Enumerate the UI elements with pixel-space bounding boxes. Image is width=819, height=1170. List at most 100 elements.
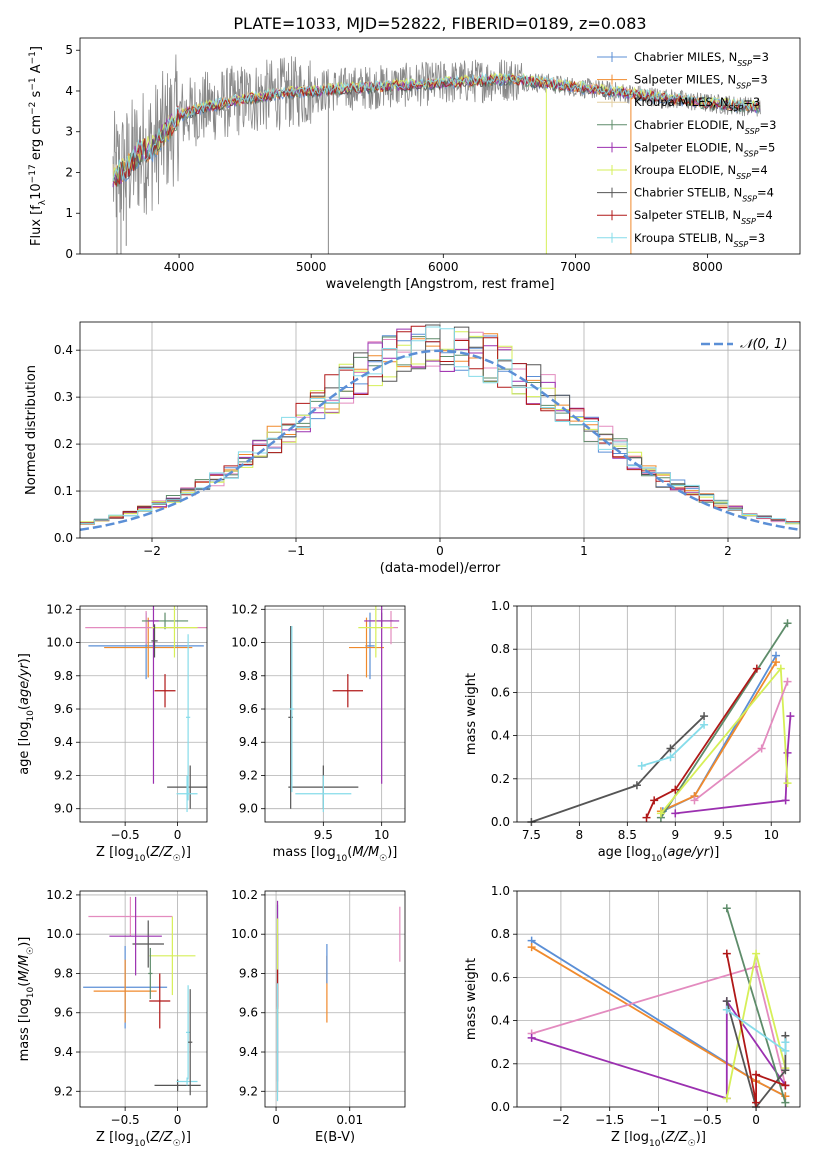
y-tick-label: 0.6 bbox=[491, 970, 510, 984]
x-axis-label: E(B-V) bbox=[315, 1130, 355, 1145]
series-marker bbox=[722, 1094, 731, 1103]
series-marker bbox=[781, 1038, 790, 1047]
axes-frame bbox=[79, 605, 208, 823]
errorbar-series bbox=[85, 606, 207, 813]
y-tick-label: 9.8 bbox=[239, 669, 258, 683]
line-series bbox=[527, 619, 795, 826]
series-marker bbox=[752, 664, 761, 673]
spectrum-model-line bbox=[112, 74, 761, 188]
x-tick-label: 9 bbox=[671, 828, 679, 842]
y-axis-label: mass weight bbox=[464, 958, 479, 1040]
y-tick-label: 0.4 bbox=[491, 729, 510, 743]
series-marker bbox=[671, 809, 680, 818]
x-tick-label: −0.5 bbox=[111, 1113, 140, 1127]
histogram-series bbox=[80, 324, 800, 532]
series-marker bbox=[781, 1081, 790, 1090]
y-tick-label: 9.2 bbox=[54, 1084, 73, 1098]
y-tick-label: 9.8 bbox=[239, 966, 258, 980]
y-axis-label: Normed distribution bbox=[24, 365, 39, 495]
series-line bbox=[660, 622, 789, 819]
series-marker bbox=[781, 1046, 790, 1055]
axes-frame bbox=[264, 890, 406, 1108]
x-tick-label: 0 bbox=[174, 828, 182, 842]
x-axis-label: (data-model)/error bbox=[380, 561, 501, 576]
series-marker bbox=[650, 796, 659, 805]
massweight-vs-age-panel: 7.5 8 8.5 9 9.5 10 0.0 0.2 0.4 0.6 0.8 1.0 age [log1… bbox=[464, 599, 801, 864]
series-marker bbox=[752, 1098, 761, 1107]
x-tick-label: 8 bbox=[576, 828, 584, 842]
spectrum-panel: 4000 5000 6000 7000 8000 0 1 2 3 4 5 Chabrier MILES… bbox=[28, 37, 801, 292]
x-tick-label: −2 bbox=[552, 1113, 570, 1127]
errorbar-series bbox=[83, 896, 201, 1096]
x-tick-label: 10 bbox=[764, 828, 779, 842]
series-marker bbox=[752, 1070, 761, 1079]
y-tick-label: 3 bbox=[65, 125, 73, 139]
legend-label: Kroupa ELODIE, NSSP=4 bbox=[634, 163, 768, 181]
axes-frame bbox=[79, 321, 801, 539]
series-marker bbox=[666, 744, 675, 753]
x-tick-label: 8.5 bbox=[618, 828, 637, 842]
x-tick-label: 7.5 bbox=[522, 828, 541, 842]
x-tick-label: 7000 bbox=[560, 260, 591, 274]
y-tick-label: 9.8 bbox=[54, 966, 73, 980]
x-axis-label: age [log10(age/yr)] bbox=[598, 845, 720, 864]
series-marker bbox=[700, 720, 709, 729]
y-tick-label: 0 bbox=[65, 247, 73, 261]
x-tick-label: −0.5 bbox=[693, 1113, 722, 1127]
y-axis-label: mass weight bbox=[464, 673, 479, 755]
errorbar-series bbox=[288, 606, 400, 813]
legend-label: Salpeter MILES, NSSP=3 bbox=[634, 73, 768, 91]
series-line bbox=[660, 666, 789, 814]
errorbar-series bbox=[276, 900, 401, 1102]
y-tick-label: 1.0 bbox=[491, 599, 510, 613]
series-marker bbox=[637, 761, 646, 770]
y-tick-label: 0.0 bbox=[54, 531, 73, 545]
axes-frame bbox=[516, 605, 801, 823]
residuals-panel: −2 −1 0 1 2 0.0 0.1 0.2 0.3 0.4 𝒩(0, 1) (data-model… bbox=[24, 321, 801, 576]
x-tick-label: 10 bbox=[374, 828, 389, 842]
series-marker bbox=[722, 949, 731, 958]
series-marker bbox=[700, 712, 709, 721]
y-tick-label: 0.8 bbox=[491, 642, 510, 656]
axes-frame bbox=[264, 605, 406, 823]
y-tick-label: 0.0 bbox=[491, 815, 510, 829]
x-axis-label: mass [log10(M/M☉)] bbox=[273, 845, 398, 864]
series-marker bbox=[527, 1033, 536, 1042]
y-tick-label: 10.2 bbox=[46, 602, 73, 616]
x-tick-label: 6000 bbox=[428, 260, 459, 274]
y-tick-label: 0.3 bbox=[54, 390, 73, 404]
y-tick-label: 9.4 bbox=[239, 735, 258, 749]
x-tick-label: −0.5 bbox=[111, 828, 140, 842]
legend-label: Kroupa MILES, NSSP=3 bbox=[634, 95, 760, 113]
legend-label: Chabrier MILES, NSSP=3 bbox=[634, 50, 769, 68]
y-tick-label: 9.0 bbox=[239, 802, 258, 816]
mass-vs-Z-panel: −0.5 0 9.2 9.4 9.6 9.8 10.0 10.2 Z [log10(Z/Z☉)]… bbox=[17, 888, 208, 1149]
x-tick-label: 0 bbox=[272, 1113, 280, 1127]
massweight-vs-Z-panel: −2 −1.5 −1 −0.5 0 0.0 0.2 0.4 0.6 0.8 1.0 Z [log10(… bbox=[464, 884, 801, 1149]
axes-frame bbox=[79, 37, 801, 255]
x-tick-label: 5000 bbox=[296, 260, 327, 274]
series-marker bbox=[781, 796, 790, 805]
axes-frame bbox=[516, 890, 801, 1108]
y-tick-label: 9.4 bbox=[54, 735, 73, 749]
x-tick-label: 1 bbox=[580, 544, 588, 558]
series-marker bbox=[666, 753, 675, 762]
x-tick-label: 0 bbox=[752, 1113, 760, 1127]
legend-label: Salpeter ELODIE, NSSP=5 bbox=[634, 140, 775, 158]
y-tick-label: 9.4 bbox=[54, 1045, 73, 1059]
y-tick-label: 9.4 bbox=[239, 1045, 258, 1059]
y-tick-label: 10.0 bbox=[231, 927, 258, 941]
y-tick-label: 2 bbox=[65, 165, 73, 179]
x-tick-label: −1.5 bbox=[595, 1113, 624, 1127]
x-tick-label: 0 bbox=[174, 1113, 182, 1127]
x-tick-label: 9.5 bbox=[314, 828, 333, 842]
y-tick-label: 0.4 bbox=[54, 343, 73, 357]
legend-label: Chabrier ELODIE, NSSP=3 bbox=[634, 118, 776, 136]
y-tick-label: 4 bbox=[65, 84, 73, 98]
spectrum-model-line bbox=[112, 72, 761, 182]
y-tick-label: 9.6 bbox=[239, 702, 258, 716]
y-tick-label: 9.2 bbox=[239, 768, 258, 782]
series-marker bbox=[781, 1066, 790, 1075]
series-marker bbox=[527, 943, 536, 952]
gaussian-curve bbox=[80, 349, 800, 532]
